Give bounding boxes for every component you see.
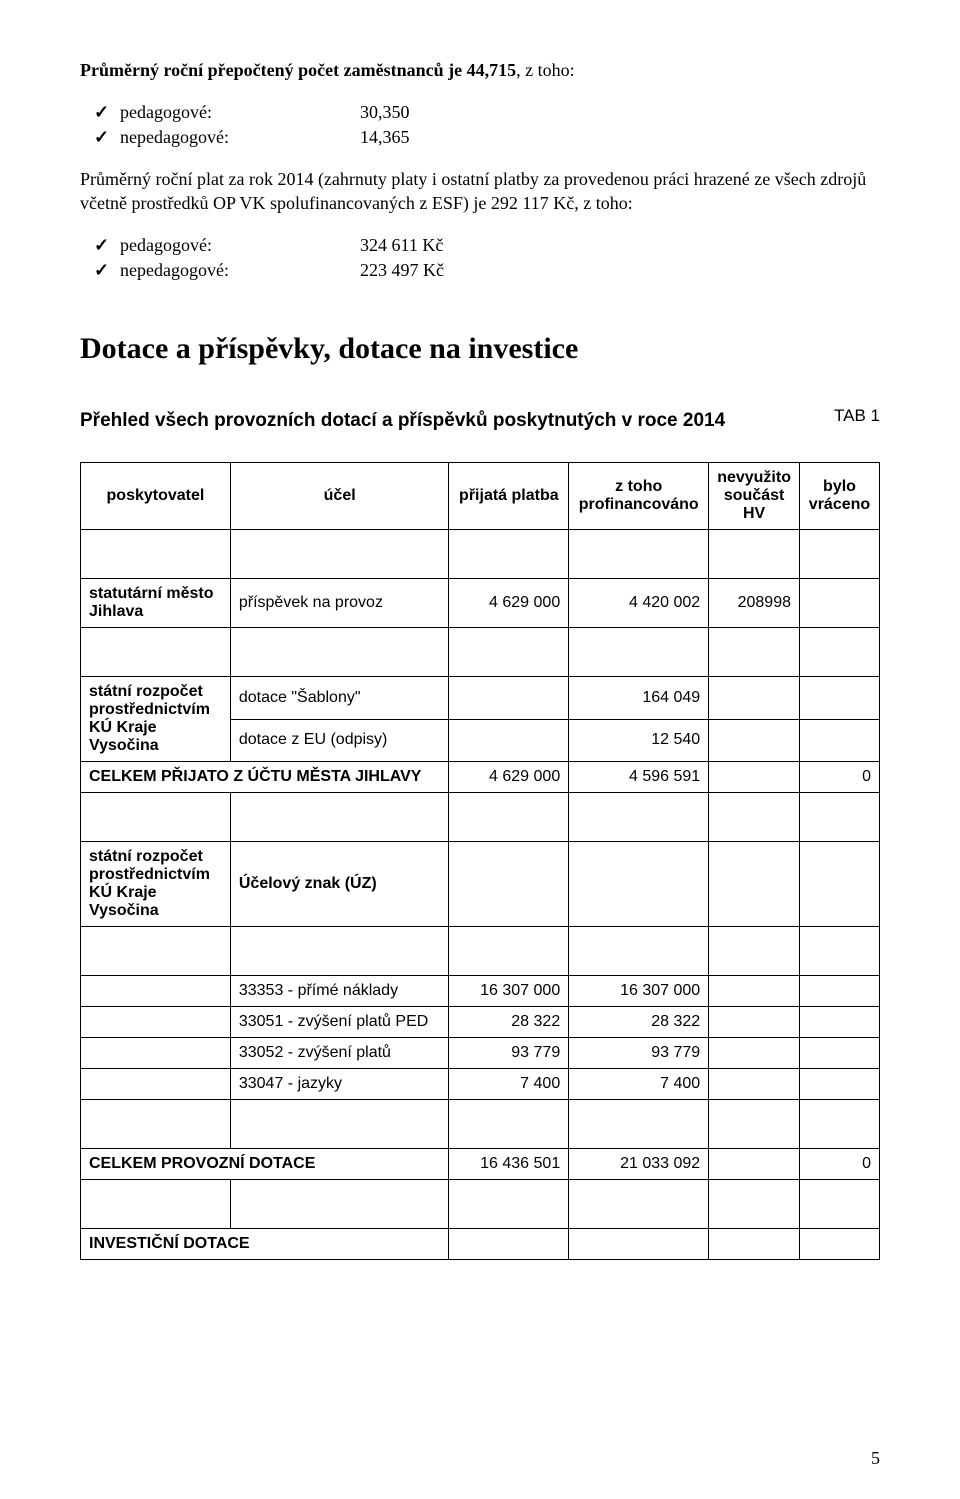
cell-returned: 0: [799, 762, 879, 793]
cell-financed: 16 307 000: [569, 976, 709, 1007]
cell-unused: [709, 677, 800, 720]
intro-list-2: pedagogové: 324 611 Kč nepedagogové: 223…: [80, 233, 880, 282]
cell-unused: [709, 762, 800, 793]
cell-provider: statutární město Jihlava: [81, 579, 231, 628]
cell-received: [449, 677, 569, 720]
cell-provider: státní rozpočet prostřednictvím KÚ Kraje…: [81, 842, 231, 927]
cell-received: 4 629 000: [449, 762, 569, 793]
table-row: státní rozpočet prostřednictvím KÚ Kraje…: [81, 677, 880, 720]
list1-value-0: 30,350: [360, 100, 410, 124]
cell-received: 16 307 000: [449, 976, 569, 1007]
th-financed: z toho profinancováno: [569, 463, 709, 530]
cell-provider: státní rozpočet prostřednictvím KÚ Kraje…: [81, 677, 231, 762]
list1-label-1: nepedagogové:: [120, 125, 360, 149]
dotace-table: poskytovatel účel přijatá platba z toho …: [80, 462, 880, 1260]
cell-received: [449, 719, 569, 762]
th-received: přijatá platba: [449, 463, 569, 530]
list2-label-1: nepedagogové:: [120, 258, 360, 282]
intro-line-1-rest: , z toho:: [516, 60, 575, 80]
cell-financed: 21 033 092: [569, 1149, 709, 1180]
intro-list-1: pedagogové: 30,350 nepedagogové: 14,365: [80, 100, 880, 149]
cell-unused: [709, 842, 800, 927]
section-heading: Dotace a příspěvky, dotace na investice: [80, 332, 880, 366]
cell-purpose: 33052 - zvýšení platů: [230, 1038, 449, 1069]
cell-financed: 12 540: [569, 719, 709, 762]
list2-value-0: 324 611 Kč: [360, 233, 443, 257]
cell-financed: [569, 842, 709, 927]
table-subheading: Přehled všech provozních dotací a příspě…: [80, 410, 725, 432]
table-row-total: CELKEM PŘIJATO Z ÚČTU MĚSTA JIHLAVY 4 62…: [81, 762, 880, 793]
table-row: 33052 - zvýšení platů 93 779 93 779: [81, 1038, 880, 1069]
cell-returned: [799, 719, 879, 762]
cell-purpose: příspěvek na provoz: [230, 579, 449, 628]
cell-financed: 93 779: [569, 1038, 709, 1069]
tab-label: TAB 1: [834, 406, 880, 426]
table-row: statutární město Jihlava příspěvek na pr…: [81, 579, 880, 628]
intro-line-1-bold: Průměrný roční přepočtený počet zaměstna…: [80, 60, 516, 80]
cell-purpose: Účelový znak (ÚZ): [230, 842, 449, 927]
cell-returned: [799, 677, 879, 720]
list2-value-1: 223 497 Kč: [360, 258, 444, 282]
cell-received: 28 322: [449, 1007, 569, 1038]
th-purpose: účel: [230, 463, 449, 530]
cell-received: 93 779: [449, 1038, 569, 1069]
table-row: státní rozpočet prostřednictvím KÚ Kraje…: [81, 842, 880, 927]
list1-value-1: 14,365: [360, 125, 410, 149]
table-row: 33047 - jazyky 7 400 7 400: [81, 1069, 880, 1100]
cell-returned: [799, 842, 879, 927]
cell-unused: 208998: [709, 579, 800, 628]
cell-unused: [709, 719, 800, 762]
table-row-total: CELKEM PROVOZNÍ DOTACE 16 436 501 21 033…: [81, 1149, 880, 1180]
th-returned: bylo vráceno: [799, 463, 879, 530]
cell-total-label: CELKEM PŘIJATO Z ÚČTU MĚSTA JIHLAVY: [81, 762, 449, 793]
cell-purpose: 33047 - jazyky: [230, 1069, 449, 1100]
cell-received: 16 436 501: [449, 1149, 569, 1180]
cell-financed: 7 400: [569, 1069, 709, 1100]
cell-total-label: CELKEM PROVOZNÍ DOTACE: [81, 1149, 449, 1180]
cell-purpose: dotace z EU (odpisy): [230, 719, 449, 762]
page-number: 5: [871, 1448, 880, 1469]
cell-financed: 164 049: [569, 677, 709, 720]
intro-line-2: Průměrný roční plat za rok 2014 (zahrnut…: [80, 167, 880, 216]
table-row: 33051 - zvýšení platů PED 28 322 28 322: [81, 1007, 880, 1038]
table-row: INVESTIČNÍ DOTACE: [81, 1229, 880, 1260]
cell-returned: [799, 579, 879, 628]
th-provider: poskytovatel: [81, 463, 231, 530]
intro-line-1: Průměrný roční přepočtený počet zaměstna…: [80, 58, 880, 82]
cell-purpose: dotace "Šablony": [230, 677, 449, 720]
cell-financed: 4 420 002: [569, 579, 709, 628]
cell-inv-label: INVESTIČNÍ DOTACE: [81, 1229, 449, 1260]
cell-financed: 4 596 591: [569, 762, 709, 793]
cell-received: 7 400: [449, 1069, 569, 1100]
list2-label-0: pedagogové:: [120, 233, 360, 257]
list1-label-0: pedagogové:: [120, 100, 360, 124]
cell-returned: 0: [799, 1149, 879, 1180]
cell-purpose: 33353 - přímé náklady: [230, 976, 449, 1007]
cell-financed: 28 322: [569, 1007, 709, 1038]
cell-received: 4 629 000: [449, 579, 569, 628]
cell-unused: [709, 1149, 800, 1180]
cell-purpose: 33051 - zvýšení platů PED: [230, 1007, 449, 1038]
table-row: 33353 - přímé náklady 16 307 000 16 307 …: [81, 976, 880, 1007]
cell-received: [449, 842, 569, 927]
th-unused: nevyužito součást HV: [709, 463, 800, 530]
